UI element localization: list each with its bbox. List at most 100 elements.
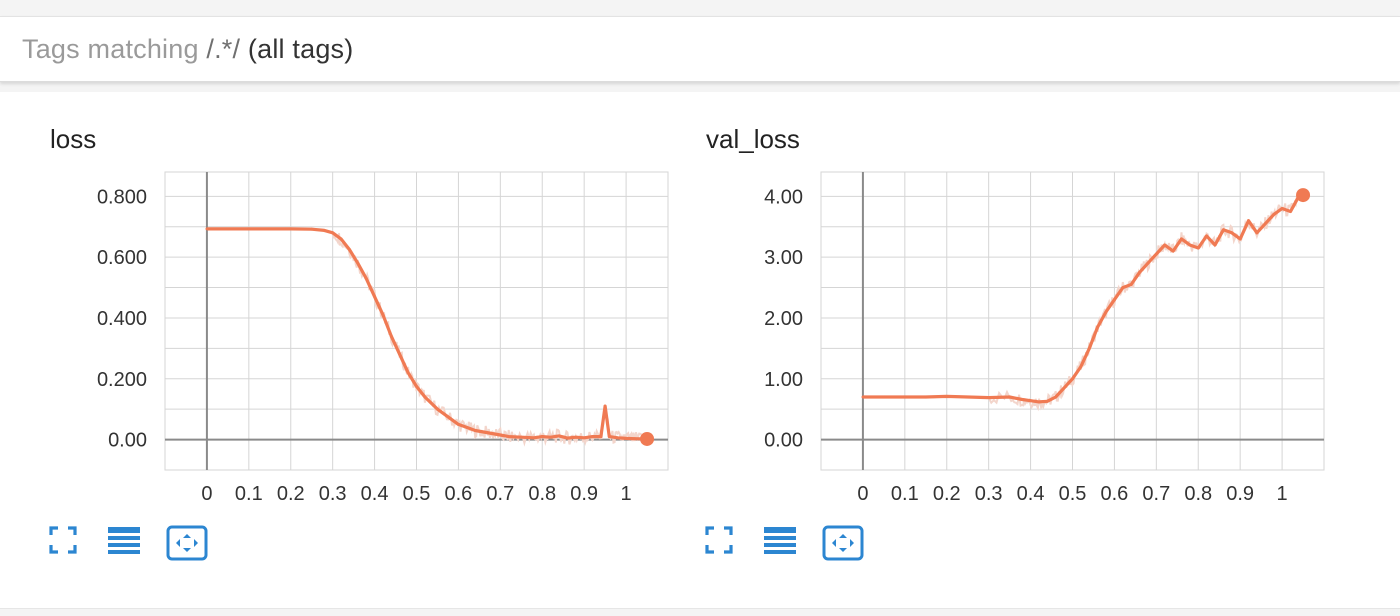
x-tick-label: 0.6 — [445, 483, 473, 505]
data-point — [1289, 210, 1292, 213]
data-point — [1087, 346, 1091, 350]
data-point — [490, 432, 494, 435]
data-point — [582, 436, 586, 440]
toggle-log-scale-button[interactable] — [106, 525, 142, 563]
loss-chart[interactable]: 0 0.1 0.2 0.3 0.4 0.5 0.6 0.7 0.8 0.9 1 0.00 0.200 0.… — [0, 92, 680, 512]
data-point — [861, 395, 865, 399]
data-point — [415, 384, 418, 388]
data-point — [1129, 283, 1133, 286]
tag-filter-text[interactable]: Tags matching /.*/ (all tags) — [22, 34, 353, 65]
y-tick-label: 0.200 — [97, 369, 147, 391]
x-tick-label: 0.8 — [1184, 483, 1212, 505]
y-tick-label: 0.00 — [108, 430, 147, 452]
data-point — [356, 261, 360, 265]
data-point — [1205, 234, 1209, 238]
data-point — [1247, 219, 1250, 223]
data-point — [924, 395, 928, 399]
data-point — [616, 436, 620, 440]
tag-filter-pattern[interactable]: /.*/ — [206, 34, 241, 64]
chart-card-loss: loss 0 0.1 0.2 0.3 0.4 0.5 0.6 0.7 0.8 0.9 1 0.00 0.… — [0, 92, 680, 608]
x-tick-label: 0.6 — [1101, 483, 1129, 505]
toggle-log-scale-button[interactable] — [762, 525, 798, 563]
series-line — [862, 193, 1304, 404]
data-point — [1037, 400, 1041, 404]
data-point — [339, 237, 343, 241]
val-loss-chart[interactable]: 0 0.1 0.2 0.3 0.4 0.5 0.6 0.7 0.8 0.9 1 0.00 1.00 2.0… — [656, 92, 1336, 512]
chart-card-val-loss: val_loss 0 0.1 0.2 0.3 0.4 0.5 0.6 0.7 0.8 0.9 1 0.… — [656, 92, 1336, 608]
data-point — [1213, 243, 1217, 247]
data-point — [310, 227, 314, 231]
x-tick-label: 0.9 — [1226, 483, 1254, 505]
y-tick-label: 2.00 — [764, 308, 803, 330]
data-point — [607, 435, 611, 438]
fit-to-data-icon — [822, 525, 864, 561]
data-point — [1188, 243, 1192, 247]
data-point — [448, 416, 452, 420]
x-tick-label: 0.4 — [361, 483, 389, 505]
data-point — [557, 434, 561, 438]
data-point — [331, 231, 335, 235]
chart-title: val_loss — [706, 124, 800, 154]
x-tick-label: 0 — [857, 483, 868, 505]
data-point — [322, 228, 326, 232]
data-point — [591, 435, 594, 438]
y-tick-label: 1.00 — [764, 369, 803, 391]
data-point — [373, 295, 376, 299]
data-point — [1008, 395, 1012, 399]
data-point — [423, 395, 427, 399]
expand-button[interactable] — [48, 525, 78, 563]
tag-filter-bar[interactable]: Tags matching /.*/ (all tags) — [0, 16, 1400, 82]
data-point — [1180, 237, 1183, 241]
x-tick-label: 0.5 — [403, 483, 431, 505]
y-tick-label: 4.00 — [764, 186, 803, 208]
data-point — [247, 227, 251, 231]
x-tick-label: 0.2 — [277, 483, 305, 505]
fit-domain-button[interactable] — [166, 525, 208, 563]
lines-icon — [108, 527, 140, 554]
data-point — [289, 227, 293, 231]
x-tick-label: 0.3 — [319, 483, 347, 505]
data-point — [482, 430, 485, 434]
y-tick-label: 0.400 — [97, 308, 147, 330]
data-point — [945, 395, 949, 398]
data-point — [205, 227, 209, 231]
data-point — [624, 436, 628, 440]
x-tick-label: 1 — [621, 483, 632, 505]
data-point — [1138, 270, 1141, 274]
data-point — [1230, 231, 1234, 235]
y-tick-label: 0.600 — [97, 247, 147, 269]
data-point — [1071, 377, 1074, 381]
expand-button[interactable] — [704, 525, 734, 563]
data-point — [473, 429, 477, 432]
data-point — [1272, 213, 1276, 216]
data-point — [603, 404, 607, 408]
data-point — [348, 248, 351, 251]
data-point — [1121, 286, 1125, 289]
data-point — [1238, 237, 1242, 241]
data-point — [1029, 399, 1032, 403]
data-point — [1280, 207, 1284, 210]
data-point — [364, 277, 368, 280]
data-point — [498, 433, 502, 437]
x-tick-label: 0.8 — [528, 483, 556, 505]
data-point — [436, 407, 439, 411]
x-tick-label: 0.9 — [570, 483, 598, 505]
data-point — [1163, 243, 1167, 247]
data-point — [966, 395, 970, 399]
chart-title: loss — [50, 124, 97, 154]
data-point — [1255, 231, 1259, 235]
data-point — [574, 435, 578, 439]
x-tick-label: 0.4 — [1017, 483, 1045, 505]
charts-panel: loss 0 0.1 0.2 0.3 0.4 0.5 0.6 0.7 0.8 0.9 1 0.00 0.… — [0, 92, 1400, 609]
data-point — [507, 435, 511, 438]
raw-series-line — [206, 227, 647, 447]
fit-domain-button[interactable] — [822, 525, 864, 563]
data-point — [532, 436, 536, 440]
data-point — [633, 437, 636, 441]
data-point — [987, 396, 991, 400]
last-point-marker — [640, 431, 655, 446]
tag-filter-prefix: Tags matching — [22, 34, 207, 64]
data-point — [599, 435, 603, 438]
data-point — [1045, 399, 1049, 403]
data-point — [1020, 398, 1024, 401]
